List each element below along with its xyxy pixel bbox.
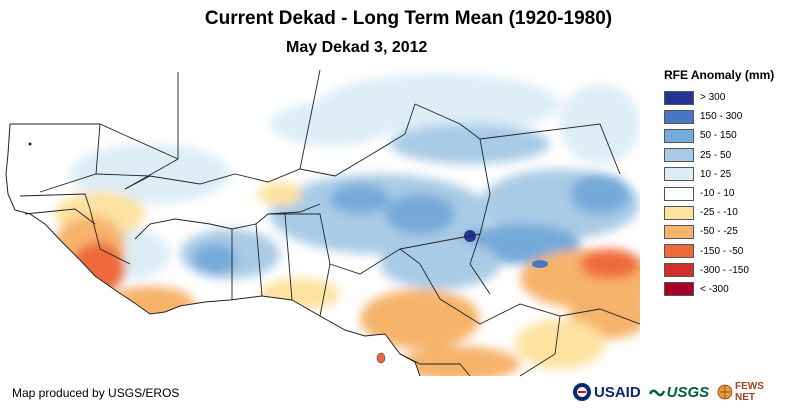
rainfall-anomaly-map xyxy=(5,66,641,377)
legend-label: -10 - 10 xyxy=(700,188,735,200)
fews-text: FEWS NET xyxy=(734,381,764,403)
legend-swatch xyxy=(664,186,694,201)
legend: RFE Anomaly (mm) > 300 150 - 300 50 - 15… xyxy=(658,68,797,299)
legend-swatch xyxy=(664,167,694,182)
legend-label: -150 - -50 xyxy=(700,245,744,257)
logo-bar: USAID USGS FEWS NET xyxy=(572,376,794,408)
legend-swatch xyxy=(664,148,694,163)
legend-swatch xyxy=(664,224,694,239)
legend-swatch xyxy=(664,128,694,143)
legend-label: 10 - 25 xyxy=(700,168,732,180)
legend-title: RFE Anomaly (mm) xyxy=(664,68,775,82)
legend-label: 150 - 300 xyxy=(700,111,743,123)
legend-label: < -300 xyxy=(700,283,729,295)
legend-item: > 300 xyxy=(658,88,797,107)
legend-swatch xyxy=(664,205,694,220)
legend-item: -150 - -50 xyxy=(658,242,797,261)
usaid-text: USAID xyxy=(594,383,641,401)
bioko-island xyxy=(376,352,386,364)
fews-logo: FEWS NET xyxy=(717,381,786,403)
legend-label: -25 - -10 xyxy=(700,207,738,219)
legend-item: -25 - -10 xyxy=(658,203,797,222)
legend-swatch xyxy=(664,244,694,259)
legend-label: 50 - 150 xyxy=(700,130,737,142)
coastline xyxy=(5,123,421,377)
legend-swatch xyxy=(664,263,694,278)
usaid-logo: USAID xyxy=(572,382,641,402)
legend-item: 25 - 50 xyxy=(658,146,797,165)
legend-item: -10 - 10 xyxy=(658,184,797,203)
legend-label: 25 - 50 xyxy=(700,149,732,161)
map-credit: Map produced by USGS/EROS xyxy=(12,386,180,400)
legend-swatch xyxy=(664,90,694,105)
legend-label: -300 - -150 xyxy=(700,264,749,276)
legend-item: 10 - 25 xyxy=(658,165,797,184)
legend-item: -50 - -25 xyxy=(658,222,797,241)
legend-label: -50 - -25 xyxy=(700,226,738,238)
legend-item: 150 - 300 xyxy=(658,107,797,126)
usgs-logo: USGS xyxy=(648,383,710,401)
legend-swatch xyxy=(664,282,694,297)
map-title: Current Dekad - Long Term Mean (1920-198… xyxy=(204,8,613,29)
legend-item: -300 - -150 xyxy=(658,261,797,280)
map-subtitle: May Dekad 3, 2012 xyxy=(286,39,428,56)
usgs-text: USGS xyxy=(666,383,710,401)
usaid-seal-icon xyxy=(573,383,591,401)
fews-globe-icon xyxy=(717,384,733,400)
cape-verde-islands xyxy=(28,142,32,146)
legend-item: 50 - 150 xyxy=(658,126,797,145)
usgs-wave-icon xyxy=(648,389,665,397)
land-area xyxy=(6,66,640,376)
legend-item: < -300 xyxy=(658,280,797,299)
legend-label: > 300 xyxy=(700,92,726,104)
legend-swatch xyxy=(664,109,694,124)
country-borders xyxy=(10,69,641,377)
